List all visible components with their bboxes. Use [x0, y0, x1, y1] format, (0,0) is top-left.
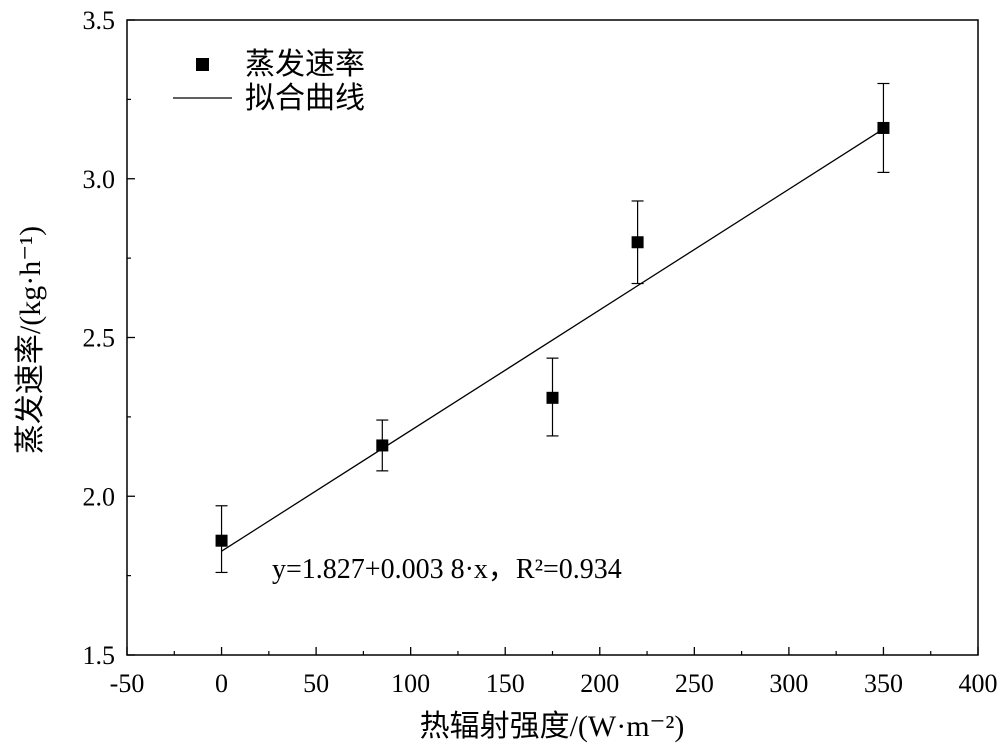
legend: 蒸发速率 拟合曲线 — [173, 48, 365, 115]
legend-label-series: 蒸发速率 — [245, 48, 365, 81]
fit-equation-annotation: y=1.827+0.003 8·x，R²=0.934 — [272, 554, 622, 585]
x-tick-label: -50 — [110, 669, 145, 698]
x-tick-label: 100 — [391, 669, 430, 698]
data-point — [376, 439, 389, 452]
y-axis-title: 蒸发速率/(kg·h⁻¹) — [14, 226, 47, 454]
y-tick-label: 2.5 — [83, 324, 116, 353]
x-axis-title: 热辐射强度/(W·m⁻²) — [420, 710, 685, 743]
y-axis-ticks: 1.5 2.0 2.5 3.0 3.5 — [83, 6, 135, 670]
data-point — [215, 534, 228, 547]
legend-label-fit: 拟合曲线 — [245, 82, 365, 115]
legend-marker-square — [196, 58, 209, 71]
x-tick-label: 150 — [486, 669, 525, 698]
x-tick-label: 350 — [864, 669, 903, 698]
x-axis-ticks: -50 0 50 100 150 200 250 300 350 400 — [110, 647, 998, 698]
y-tick-label: 3.5 — [83, 6, 116, 35]
y-tick-label: 1.5 — [83, 641, 116, 670]
x-tick-label: 300 — [769, 669, 808, 698]
fit-line-group — [221, 128, 884, 552]
x-tick-label: 200 — [580, 669, 619, 698]
data-point — [631, 236, 644, 249]
y-tick-label: 2.0 — [83, 482, 116, 511]
x-tick-label: 250 — [675, 669, 714, 698]
y-tick-label: 3.0 — [83, 165, 116, 194]
error-bars — [215, 82, 890, 574]
data-point — [546, 391, 559, 404]
data-points — [215, 121, 890, 547]
x-tick-label: 400 — [959, 669, 998, 698]
x-tick-label: 50 — [303, 669, 329, 698]
fit-line — [221, 128, 884, 552]
data-point — [877, 121, 890, 134]
x-tick-label: 0 — [215, 669, 228, 698]
